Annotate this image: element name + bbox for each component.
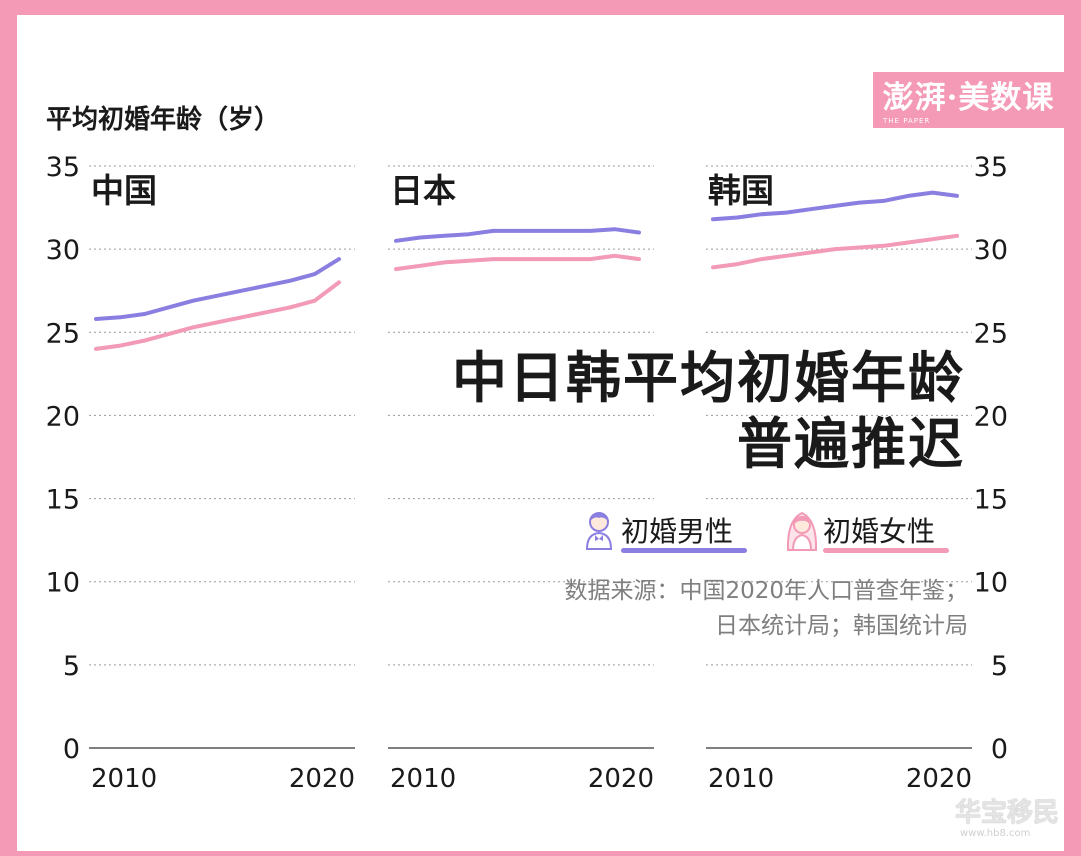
y-tick-label-right: 20 [974,401,1008,432]
y-tick-label-right: 15 [974,485,1008,516]
y-tick-label-left: 20 [46,401,80,432]
x-tick-label: 2020 [906,764,972,794]
y-tick-label-left: 10 [46,568,80,599]
x-tick-label: 2020 [289,764,355,794]
chart-headline: 中日韩平均初婚年龄 普遍推迟 [452,345,965,477]
groom-icon [585,512,613,550]
legend-swatch-male [621,548,747,553]
y-tick-label-right: 25 [974,318,1008,349]
x-tick-label: 2010 [91,764,157,794]
y-tick-label-right: 5 [991,651,1008,682]
panel-title: 中国 [91,171,157,210]
series-line-male [711,190,959,222]
x-tick-label: 2010 [708,764,774,794]
brand-logo-subtext: THE PAPER [883,117,931,125]
panel-title: 日本 [390,171,456,210]
y-tick-label-left: 5 [63,651,80,682]
source-line-1: 数据来源：中国2020年人口普查年鉴； [564,578,968,604]
series-line-female [394,253,641,272]
legend-label-female: 初婚女性 [823,515,936,548]
series-line-female [94,280,341,351]
series-line-female [711,233,959,270]
y-tick-label-right: 35 [974,152,1008,183]
chart-card [17,15,1064,851]
y-tick-label-left: 0 [63,734,80,765]
bride-icon [786,511,818,551]
y-tick-label-right: 10 [974,568,1008,599]
legend-label-male: 初婚男性 [621,515,734,548]
panel-title: 韩国 [708,171,774,210]
brand-logo: 澎湃·美数课 [873,72,1064,128]
y-tick-label-right: 0 [991,734,1008,765]
series-line-male [394,227,641,243]
legend-swatch-female [823,548,949,553]
headline-line-2: 普遍推迟 [736,412,965,476]
y-tick-label-right: 30 [974,235,1008,266]
x-tick-label: 2020 [588,764,654,794]
headline-line-1: 中日韩平均初婚年龄 [451,346,965,410]
y-axis-label: 平均初婚年龄（岁） [46,104,280,135]
y-tick-label-left: 25 [46,318,80,349]
y-tick-label-left: 30 [46,235,80,266]
watermark: 华宝移民 [955,798,1060,828]
x-tick-label: 2010 [390,764,456,794]
series-line-male [94,257,341,321]
y-tick-label-left: 15 [46,485,80,516]
watermark-url: www.hb8.com [960,828,1031,839]
source-line-2: 日本统计局；韩国统计局 [715,613,968,639]
y-tick-label-left: 35 [46,152,80,183]
data-source-note: 数据来源：中国2020年人口普查年鉴； 日本统计局；韩国统计局 [564,574,968,644]
